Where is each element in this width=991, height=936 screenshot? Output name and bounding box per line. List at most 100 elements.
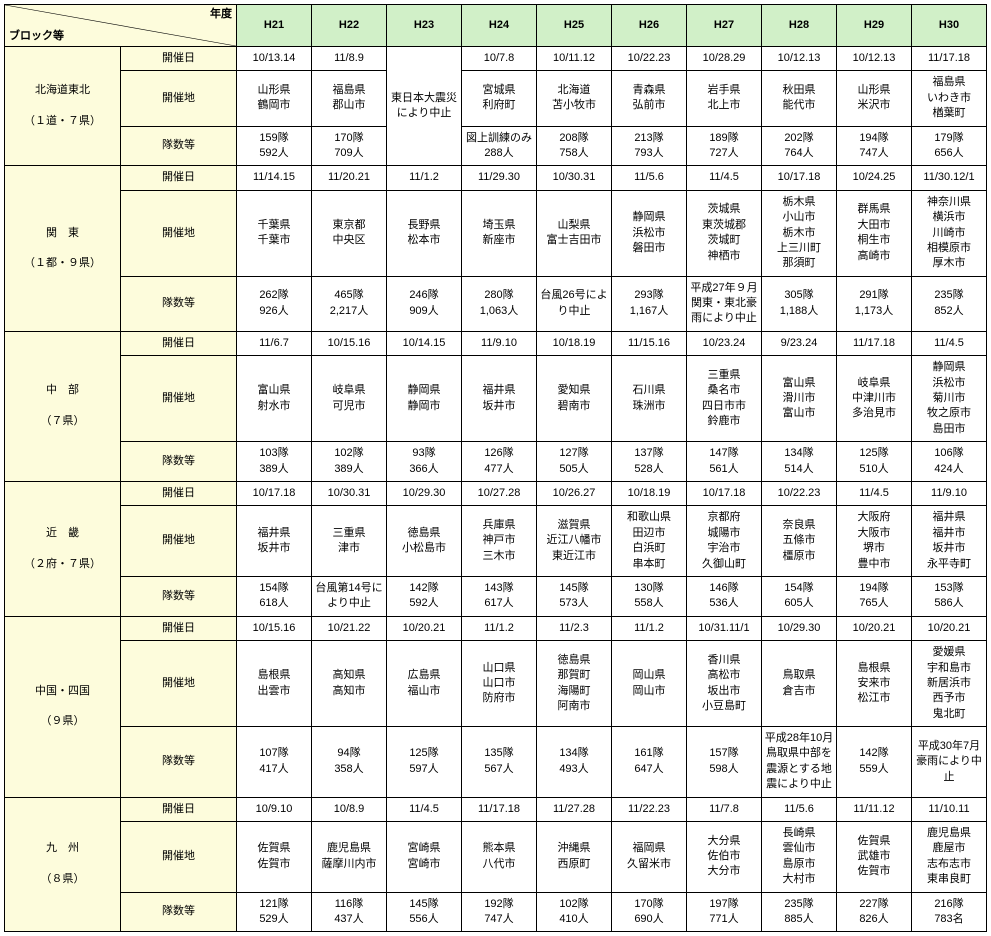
place-cell: 佐賀県 佐賀市 bbox=[237, 822, 312, 893]
units-cell: 291隊 1,173人 bbox=[837, 276, 912, 331]
block-name: 関 東 （１都・９県） bbox=[5, 166, 121, 332]
year-header: H26 bbox=[612, 5, 687, 47]
units-cell: 93隊 366人 bbox=[387, 442, 462, 482]
date-cell: 11/6.7 bbox=[237, 331, 312, 355]
place-cell: 高知県 高知市 bbox=[312, 641, 387, 727]
date-cell: 10/9.10 bbox=[237, 797, 312, 821]
units-cell: 153隊 586人 bbox=[912, 576, 987, 616]
units-cell: 143隊 617人 bbox=[462, 576, 537, 616]
place-cell: 福井県 福井市 坂井市 永平寺町 bbox=[912, 506, 987, 577]
date-cell: 10/17.18 bbox=[237, 481, 312, 505]
units-cell: 平成27年９月関東・東北豪雨により中止 bbox=[687, 276, 762, 331]
units-cell: 146隊 536人 bbox=[687, 576, 762, 616]
units-cell: 127隊 505人 bbox=[537, 442, 612, 482]
units-cell: 159隊 592人 bbox=[237, 126, 312, 166]
place-cell: 石川県 珠洲市 bbox=[612, 356, 687, 442]
date-cell: 11/4.5 bbox=[837, 481, 912, 505]
date-cell: 11/20.21 bbox=[312, 166, 387, 190]
year-header: H27 bbox=[687, 5, 762, 47]
units-cell: 102隊 410人 bbox=[537, 892, 612, 932]
place-cell: 島根県 安来市 松江市 bbox=[837, 641, 912, 727]
units-cell: 平成30年7月豪雨により中止 bbox=[912, 727, 987, 798]
place-cell: 鹿児島県 薩摩川内市 bbox=[312, 822, 387, 893]
units-cell: 262隊 926人 bbox=[237, 276, 312, 331]
units-cell: 121隊 529人 bbox=[237, 892, 312, 932]
units-cell: 246隊 909人 bbox=[387, 276, 462, 331]
block-name: 近 畿 （２府・７県） bbox=[5, 481, 121, 616]
units-cell: 189隊 727人 bbox=[687, 126, 762, 166]
year-header: H30 bbox=[912, 5, 987, 47]
place-cell: 青森県 弘前市 bbox=[612, 71, 687, 126]
date-cell: 10/15.16 bbox=[312, 331, 387, 355]
units-cell: 216隊 783名 bbox=[912, 892, 987, 932]
units-cell: 図上訓練のみ 288人 bbox=[462, 126, 537, 166]
place-cell: 兵庫県 神戸市 三木市 bbox=[462, 506, 537, 577]
units-cell: 293隊 1,167人 bbox=[612, 276, 687, 331]
date-cell: 9/23.24 bbox=[762, 331, 837, 355]
row-label-units: 隊数等 bbox=[121, 576, 237, 616]
place-cell: 岩手県 北上市 bbox=[687, 71, 762, 126]
place-cell: 熊本県 八代市 bbox=[462, 822, 537, 893]
date-cell: 10/18.19 bbox=[537, 331, 612, 355]
units-cell: 170隊 709人 bbox=[312, 126, 387, 166]
place-cell: 静岡県 浜松市 菊川市 牧之原市 島田市 bbox=[912, 356, 987, 442]
block-name: 北海道東北 （１道・７県） bbox=[5, 47, 121, 166]
date-cell: 10/20.21 bbox=[387, 616, 462, 640]
date-cell: 11/9.10 bbox=[462, 331, 537, 355]
block-name: 中 部 （７県） bbox=[5, 331, 121, 481]
place-cell: 長崎県 雲仙市 島原市 大村市 bbox=[762, 822, 837, 893]
date-cell: 10/12.13 bbox=[837, 47, 912, 71]
corner-top: 年度 bbox=[210, 7, 232, 22]
units-cell: 157隊 598人 bbox=[687, 727, 762, 798]
date-cell: 11/30.12/1 bbox=[912, 166, 987, 190]
date-cell: 10/17.18 bbox=[762, 166, 837, 190]
date-cell: 10/17.18 bbox=[687, 481, 762, 505]
date-cell: 11/7.8 bbox=[687, 797, 762, 821]
units-cell: 107隊 417人 bbox=[237, 727, 312, 798]
date-cell: 11/1.2 bbox=[387, 166, 462, 190]
units-cell: 154隊 618人 bbox=[237, 576, 312, 616]
units-cell: 130隊 558人 bbox=[612, 576, 687, 616]
units-cell: 134隊 514人 bbox=[762, 442, 837, 482]
place-cell: 福島県 いわき市 楢葉町 bbox=[912, 71, 987, 126]
block-name: 中国・四国 （９県） bbox=[5, 616, 121, 797]
date-cell: 11/5.6 bbox=[762, 797, 837, 821]
row-label-date: 開催日 bbox=[121, 797, 237, 821]
row-label-date: 開催日 bbox=[121, 331, 237, 355]
date-cell: 10/15.16 bbox=[237, 616, 312, 640]
date-cell: 10/8.9 bbox=[312, 797, 387, 821]
date-cell: 11/17.18 bbox=[837, 331, 912, 355]
row-label-units: 隊数等 bbox=[121, 727, 237, 798]
place-cell: 徳島県 小松島市 bbox=[387, 506, 462, 577]
place-cell: 徳島県 那賀町 海陽町 阿南市 bbox=[537, 641, 612, 727]
date-cell: 10/30.31 bbox=[312, 481, 387, 505]
place-cell: 山口県 山口市 防府市 bbox=[462, 641, 537, 727]
date-cell: 11/9.10 bbox=[912, 481, 987, 505]
row-label-date: 開催日 bbox=[121, 166, 237, 190]
units-cell: 137隊 528人 bbox=[612, 442, 687, 482]
units-cell: 台風26号により中止 bbox=[537, 276, 612, 331]
year-header: H23 bbox=[387, 5, 462, 47]
place-cell: 長野県 松本市 bbox=[387, 190, 462, 276]
date-cell: 11/4.5 bbox=[387, 797, 462, 821]
year-header: H28 bbox=[762, 5, 837, 47]
date-cell: 11/10.11 bbox=[912, 797, 987, 821]
place-cell: 静岡県 浜松市 磐田市 bbox=[612, 190, 687, 276]
row-label-place: 開催地 bbox=[121, 356, 237, 442]
place-cell: 神奈川県 横浜市 川崎市 相模原市 厚木市 bbox=[912, 190, 987, 276]
units-cell: 94隊 358人 bbox=[312, 727, 387, 798]
units-cell: 194隊 747人 bbox=[837, 126, 912, 166]
date-cell: 10/31.11/1 bbox=[687, 616, 762, 640]
date-cell: 11/1.2 bbox=[462, 616, 537, 640]
place-cell: 島根県 出雲市 bbox=[237, 641, 312, 727]
date-cell: 10/11.12 bbox=[537, 47, 612, 71]
date-cell: 11/22.23 bbox=[612, 797, 687, 821]
date-cell: 10/20.21 bbox=[837, 616, 912, 640]
date-cell: 11/4.5 bbox=[912, 331, 987, 355]
date-cell: 10/29.30 bbox=[762, 616, 837, 640]
units-cell: 208隊 758人 bbox=[537, 126, 612, 166]
place-cell: 富山県 射水市 bbox=[237, 356, 312, 442]
place-cell: 秋田県 能代市 bbox=[762, 71, 837, 126]
units-cell: 235隊 885人 bbox=[762, 892, 837, 932]
row-label-units: 隊数等 bbox=[121, 892, 237, 932]
